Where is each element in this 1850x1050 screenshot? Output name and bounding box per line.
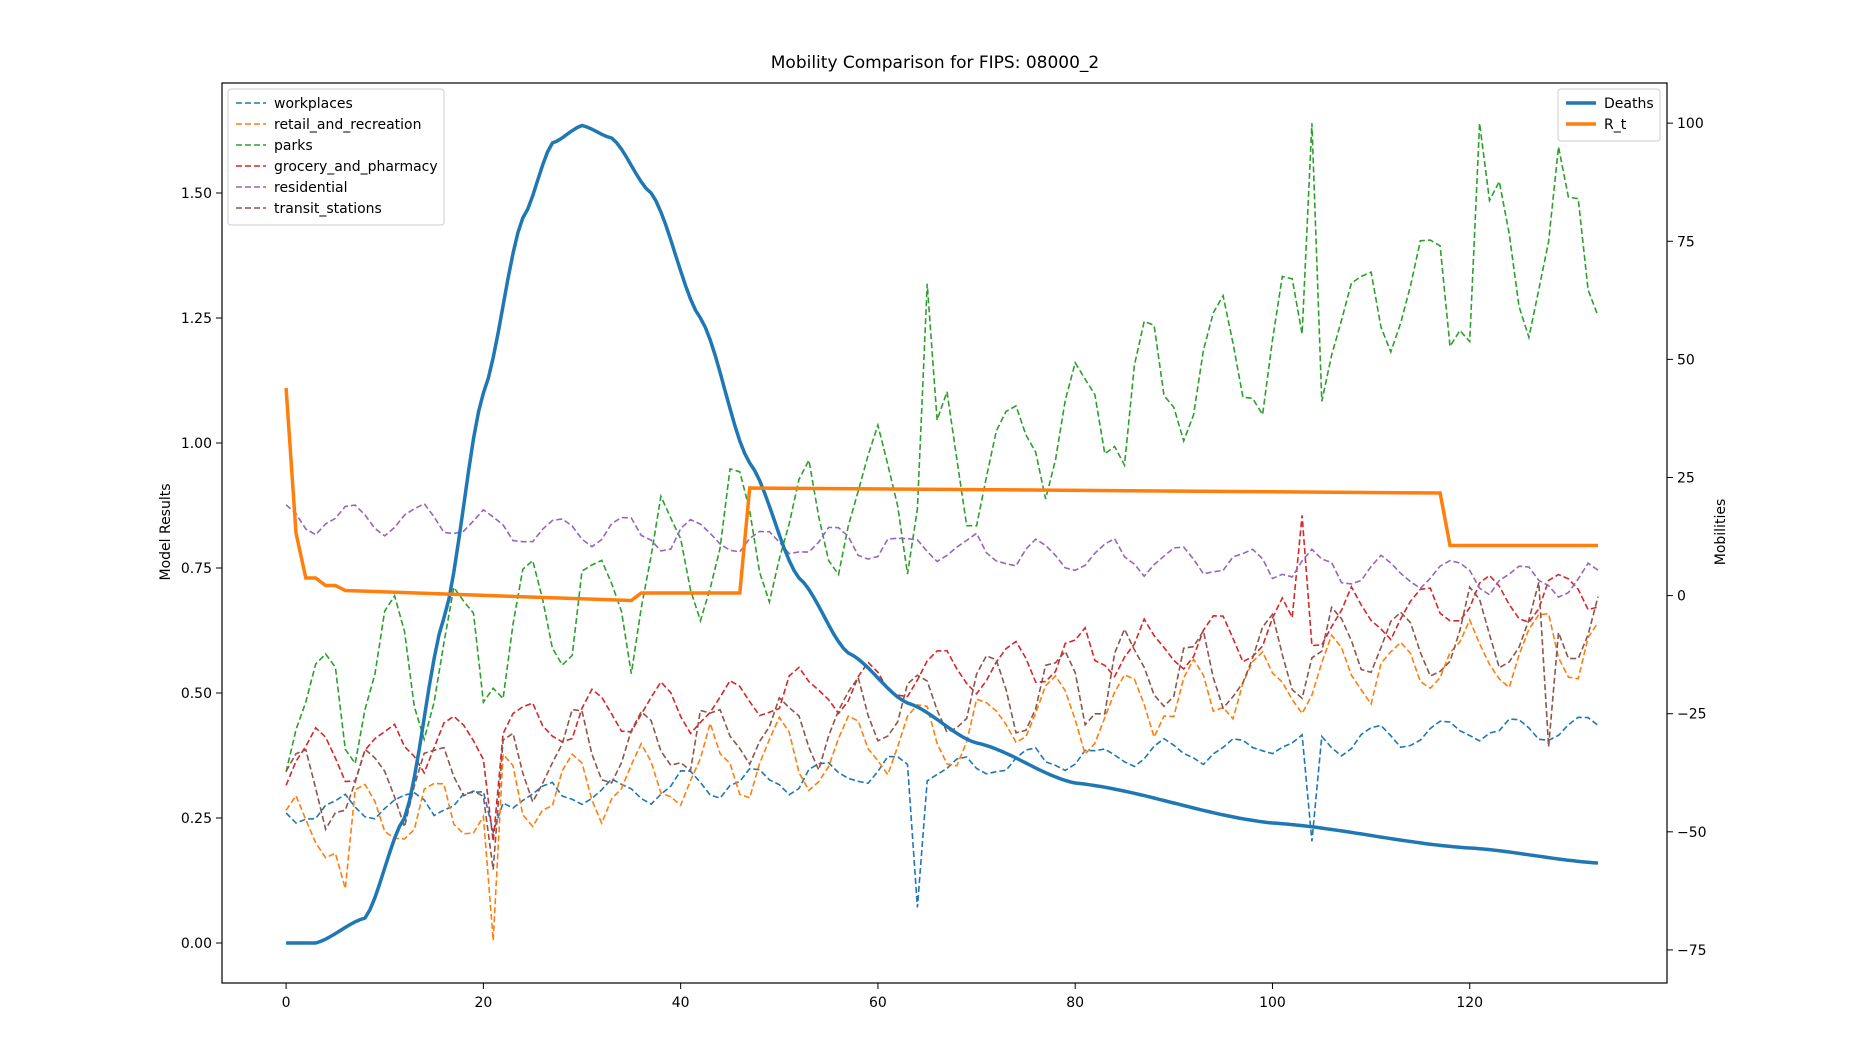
- y-right-tick-label: 50: [1677, 352, 1695, 368]
- series-parks: [285, 123, 1599, 773]
- x-tick-label: 40: [672, 995, 690, 1011]
- y-right-tick-label: 25: [1677, 470, 1695, 486]
- x-tick-label: 120: [1456, 995, 1483, 1011]
- plot-frame: [221, 82, 1668, 984]
- y-left-tick-label: 1.25: [181, 311, 212, 327]
- x-axis: 0 20 40 60 80 100 120: [282, 983, 1483, 1011]
- x-tick-label: 60: [869, 995, 887, 1011]
- y-left-tick-label: 0.50: [181, 686, 212, 702]
- y-right-tick-label: 75: [1677, 234, 1695, 250]
- series-retail-and-recreation: [285, 612, 1599, 941]
- y-label-right: Mobilities: [1713, 499, 1729, 566]
- y-left-tick-label: 1.50: [181, 186, 212, 202]
- y-axis-right: −75 −50 −25 0 25 50 75 100: [1667, 116, 1707, 959]
- y-right-tick-label: −25: [1677, 707, 1707, 723]
- y-right-tick-label: −75: [1677, 943, 1707, 959]
- y-right-tick-label: 100: [1677, 116, 1704, 132]
- x-tick-label: 0: [282, 995, 291, 1011]
- legend-label: Deaths: [1604, 96, 1654, 112]
- legend-label: retail_and_recreation: [274, 117, 421, 133]
- legend-label: parks: [274, 138, 313, 154]
- series-r-t: [284, 387, 1598, 603]
- chart-title: Mobility Comparison for FIPS: 08000_2: [771, 53, 1100, 73]
- y-right-tick-label: −50: [1677, 825, 1707, 841]
- series-transit-stations: [285, 582, 1599, 870]
- legend-label: residential: [274, 180, 347, 196]
- y-axis-left: 0.00 0.25 0.50 0.75 1.00 1.25 1.50: [181, 186, 222, 952]
- x-tick-label: 100: [1259, 995, 1286, 1011]
- legend-label: transit_stations: [274, 201, 382, 217]
- series-deaths: [286, 123, 1599, 945]
- x-tick-label: 20: [474, 995, 492, 1011]
- series-workplaces: [285, 716, 1599, 908]
- legend-label: workplaces: [274, 96, 353, 112]
- y-left-tick-label: 0.75: [181, 561, 212, 577]
- y-label-left: Model Results: [158, 483, 174, 580]
- legend-box: [227, 88, 445, 226]
- legend-label: grocery_and_pharmacy: [274, 159, 438, 175]
- legend-label: R_t: [1604, 117, 1627, 133]
- legend-model: Deaths R_t: [1557, 88, 1661, 142]
- series-grocery-and-pharmacy: [285, 515, 1599, 842]
- series-residential: [285, 502, 1599, 599]
- y-left-tick-label: 0.00: [181, 936, 212, 952]
- plot-marks: [284, 123, 1599, 945]
- y-left-tick-label: 0.25: [181, 811, 212, 827]
- y-right-tick-label: 0: [1677, 589, 1686, 605]
- y-left-tick-label: 1.00: [181, 436, 212, 452]
- x-tick-label: 80: [1066, 995, 1084, 1011]
